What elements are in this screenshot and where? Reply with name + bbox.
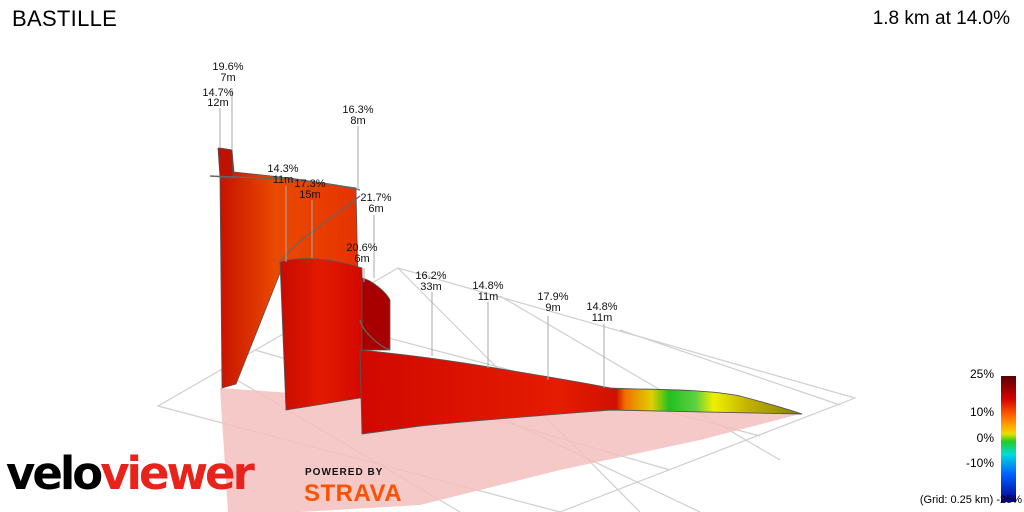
legend-label-minus-10: -10% (965, 456, 994, 470)
segment-title: BASTILLE (12, 6, 118, 31)
veloviewer-logo[interactable]: veloviewer (6, 451, 255, 496)
annotation-length: 15m (299, 189, 320, 201)
annotation-grade: 14.8% (586, 301, 617, 313)
annotation-grade: 17.9% (537, 291, 568, 303)
profile-wall-2 (279, 258, 365, 411)
profile-ribbon (359, 349, 803, 435)
grid-scale-note: (Grid: 0.25 km) -25% (920, 494, 1022, 506)
legend-label-25: 25% (969, 367, 994, 381)
strava-logo[interactable]: STRAVA (304, 480, 403, 507)
legend-label-minus-25: -25% (996, 494, 1022, 506)
annotation-grade: 16.3% (342, 104, 373, 116)
annotation-grade: 14.7% (202, 87, 233, 99)
segment-summary: 1.8 km at 14.0% (872, 8, 1010, 29)
grade-legend-bar (1001, 376, 1016, 502)
annotation-grade: 19.6% (212, 61, 243, 73)
legend-label-0: 0% (976, 431, 994, 445)
annotation-grade: 16.2% (415, 270, 446, 282)
logo-velo: velo (6, 447, 103, 500)
annotation-length: 6m (368, 203, 383, 215)
annotation-length: 12m (207, 97, 228, 109)
legend-label-10: 10% (969, 405, 994, 419)
powered-by-text: POWERED BY (305, 467, 384, 478)
annotation-leaders (219, 88, 605, 388)
annotation-length: 6m (354, 253, 369, 265)
annotation-length: 33m (420, 281, 441, 293)
annotation-length: 11m (592, 312, 613, 324)
annotation-length: 8m (350, 115, 365, 127)
annotation-grade: 14.8% (472, 280, 503, 292)
grid-note-text: (Grid: 0.25 km) (919, 494, 994, 506)
annotation-grade: 20.6% (346, 242, 377, 254)
annotation-labels: 19.6% 7m 14.7% 12m 16.3% 8m 14.3% 11m 17… (202, 61, 617, 324)
annotation-length: 11m (273, 174, 294, 186)
annotation-grade: 14.3% (267, 163, 298, 175)
profile-spike (217, 147, 234, 179)
profile-wall-3 (361, 277, 391, 351)
logo-viewer: viewer (100, 447, 255, 500)
annotation-length: 9m (545, 302, 560, 314)
annotation-length: 7m (220, 72, 235, 84)
annotation-grade: 21.7% (360, 192, 391, 204)
annotation-grade: 17.3% (294, 178, 325, 190)
annotation-length: 11m (478, 291, 499, 303)
